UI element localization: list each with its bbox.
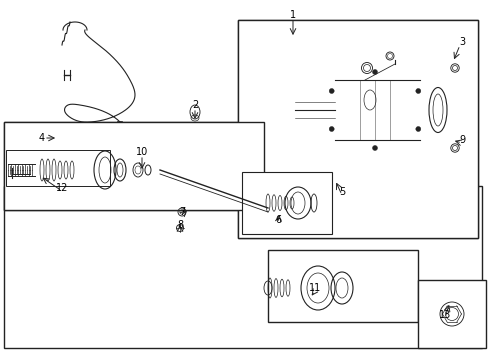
Bar <box>4 122 264 210</box>
Text: 12: 12 <box>56 183 68 193</box>
Circle shape <box>415 89 420 94</box>
Text: 10: 10 <box>136 147 148 157</box>
Text: 6: 6 <box>274 215 281 225</box>
Bar <box>242 172 331 234</box>
Bar <box>6 150 110 186</box>
Bar <box>4 122 264 210</box>
Circle shape <box>328 126 333 131</box>
Text: 9: 9 <box>458 135 464 145</box>
Text: 3: 3 <box>458 37 464 47</box>
Text: 4: 4 <box>39 133 45 143</box>
Circle shape <box>372 69 377 75</box>
Circle shape <box>328 89 333 94</box>
Text: 7: 7 <box>179 207 185 217</box>
Text: 11: 11 <box>308 283 321 293</box>
Bar <box>4 186 481 348</box>
Bar <box>238 20 477 238</box>
Bar <box>417 280 485 348</box>
Text: 13: 13 <box>438 310 450 320</box>
Circle shape <box>372 145 377 150</box>
Text: 2: 2 <box>191 100 198 110</box>
Bar <box>238 20 477 238</box>
Text: 8: 8 <box>177 220 183 230</box>
Text: 1: 1 <box>289 10 295 20</box>
Text: 5: 5 <box>338 187 345 197</box>
Circle shape <box>415 126 420 131</box>
Bar <box>267 250 417 322</box>
